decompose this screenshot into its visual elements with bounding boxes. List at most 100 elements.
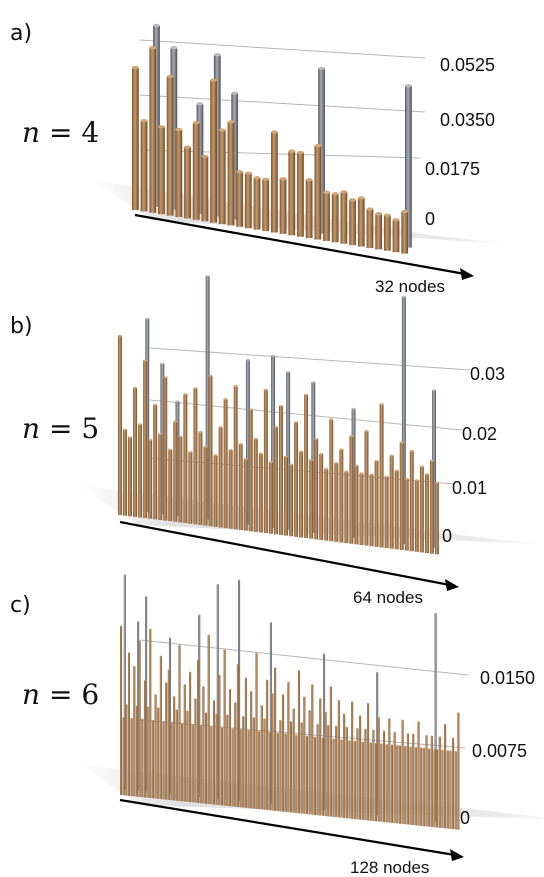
bar-cap	[132, 65, 139, 70]
bar	[234, 702, 237, 807]
bar	[343, 713, 346, 818]
bar	[406, 733, 409, 825]
bar-cap	[133, 665, 136, 667]
bar-overlay	[145, 596, 148, 792]
bar	[133, 387, 138, 517]
bar-overlay-cap	[196, 102, 204, 106]
bar-overlay-cap	[351, 407, 356, 410]
bar-cap	[223, 398, 228, 401]
bar-cap	[238, 443, 243, 445]
panel-b-tick-1: 0.01	[452, 478, 487, 498]
bar	[434, 482, 439, 555]
bar	[201, 156, 209, 222]
bar	[282, 694, 285, 812]
bar-cap	[290, 720, 293, 723]
bar	[149, 47, 157, 213]
bar	[262, 179, 270, 232]
bar	[218, 130, 226, 225]
panel-b-tick-0: 0	[442, 526, 452, 546]
bar-overlay	[323, 653, 326, 810]
bar-cap	[183, 393, 188, 396]
bar	[300, 722, 303, 814]
bar	[313, 736, 316, 815]
bar-cap	[429, 459, 434, 462]
bar-cap	[218, 426, 223, 429]
bar-cap	[118, 334, 122, 337]
bar-cap	[260, 704, 263, 707]
bar-cap	[324, 467, 329, 470]
bar-overlay	[160, 363, 165, 514]
bar-cap	[329, 418, 334, 421]
panel-c-x-axis-arrow	[450, 849, 464, 861]
bar-cap	[279, 719, 282, 721]
panel-c-n-label: n = 6	[22, 678, 99, 711]
bar-cap	[220, 726, 224, 728]
bar-overlay-cap	[405, 83, 412, 88]
bar-cap	[120, 625, 123, 627]
bar	[167, 669, 170, 800]
bar	[457, 712, 460, 830]
bar	[349, 199, 356, 246]
bar	[186, 710, 189, 802]
bar-cap	[299, 450, 304, 453]
bar	[374, 460, 379, 547]
gridline	[139, 39, 426, 59]
bar-cap	[324, 711, 327, 713]
bar-overlay	[238, 580, 241, 802]
bar-cap	[213, 454, 218, 457]
bar-cap	[141, 718, 144, 720]
bar-cap	[441, 749, 444, 751]
panel-b-tick-labels: 0 0.01 0.02 0.03	[442, 364, 505, 546]
bar-overlay	[269, 622, 272, 805]
bar-overlay-cap	[434, 612, 437, 614]
bar-cap	[380, 743, 383, 745]
bar-cap	[157, 707, 160, 709]
bar-cap	[449, 750, 452, 752]
bar-cap	[143, 679, 146, 681]
bar-cap	[305, 735, 309, 737]
bar	[335, 726, 338, 818]
bar-cap	[133, 386, 138, 389]
bar-cap	[138, 423, 143, 426]
bar-overlay	[286, 371, 291, 530]
bar-cap	[198, 430, 203, 433]
bar-cap	[404, 745, 407, 747]
panel-a-tick-labels: 0 0.0175 0.0350 0.0525	[425, 55, 495, 229]
bar-cap	[159, 655, 162, 657]
bar-cap	[130, 717, 133, 719]
bar-cap	[165, 682, 168, 684]
panel-b: b) n = 5 0 0.01 0.02 0.03 64 nodes	[10, 274, 544, 607]
bar-cap	[253, 437, 258, 440]
bar	[266, 680, 269, 811]
bar	[158, 126, 165, 215]
bar-cap	[125, 704, 128, 706]
bar	[327, 725, 330, 817]
bar	[284, 456, 288, 536]
bar	[430, 735, 433, 827]
bar-cap	[396, 744, 399, 746]
bar	[141, 719, 144, 798]
bar	[349, 436, 354, 544]
bar-overlay	[145, 318, 150, 513]
bar	[354, 465, 359, 545]
bar-cap	[340, 190, 348, 194]
bar-cap	[274, 667, 277, 669]
bar	[138, 640, 141, 797]
bar-cap	[375, 212, 383, 216]
gridline	[139, 639, 469, 676]
bar	[213, 455, 218, 527]
bar-cap	[398, 745, 401, 747]
bar-cap	[189, 671, 192, 673]
bar-cap	[212, 700, 216, 702]
bar	[273, 426, 278, 535]
bar	[369, 742, 372, 821]
bar-cap	[409, 746, 412, 748]
bar	[398, 745, 401, 824]
bar-cap	[419, 465, 424, 468]
bar-cap	[404, 477, 409, 480]
bar	[203, 446, 208, 526]
bar-cap	[258, 730, 261, 732]
bar	[132, 67, 139, 211]
bar	[130, 718, 133, 797]
bar-cap	[313, 736, 316, 738]
